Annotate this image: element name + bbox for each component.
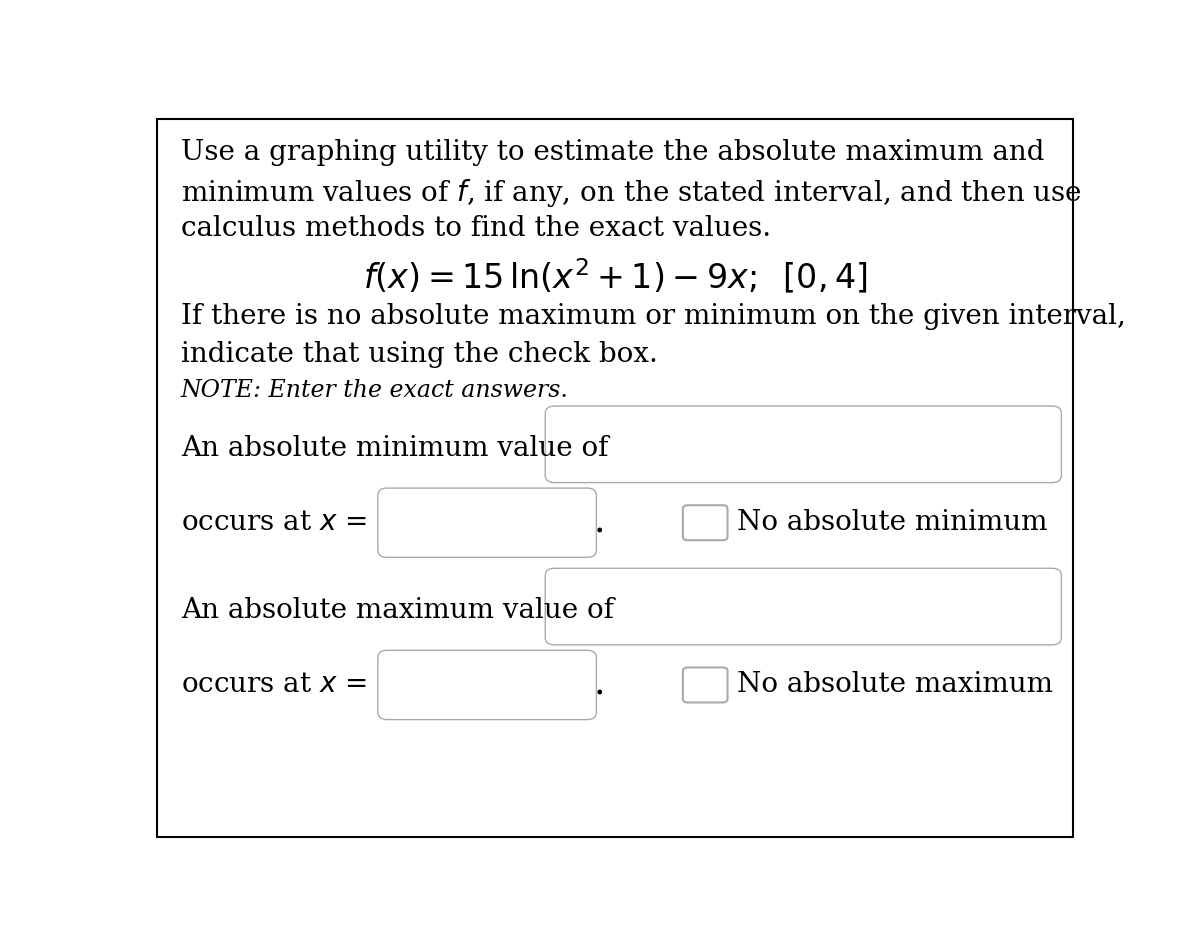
FancyBboxPatch shape [683, 668, 727, 703]
Text: An absolute maximum value of: An absolute maximum value of [181, 598, 613, 624]
Text: Use a graphing utility to estimate the absolute maximum and: Use a graphing utility to estimate the a… [181, 139, 1044, 166]
Text: No absolute maximum: No absolute maximum [737, 671, 1052, 699]
Text: If there is no absolute maximum or minimum on the given interval,: If there is no absolute maximum or minim… [181, 303, 1126, 331]
FancyBboxPatch shape [683, 505, 727, 540]
Text: NOTE: Enter the exact answers.: NOTE: Enter the exact answers. [181, 379, 569, 402]
Text: No absolute minimum: No absolute minimum [737, 509, 1048, 536]
FancyBboxPatch shape [545, 406, 1062, 483]
FancyBboxPatch shape [378, 488, 596, 558]
Text: .: . [594, 668, 605, 702]
Text: .: . [594, 506, 605, 540]
Text: minimum values of $f$, if any, on the stated interval, and then use: minimum values of $f$, if any, on the st… [181, 177, 1081, 209]
Text: occurs at $x$ =: occurs at $x$ = [181, 671, 367, 699]
FancyBboxPatch shape [157, 119, 1073, 837]
Text: calculus methods to find the exact values.: calculus methods to find the exact value… [181, 215, 770, 242]
FancyBboxPatch shape [545, 568, 1062, 645]
Text: occurs at $x$ =: occurs at $x$ = [181, 509, 367, 536]
FancyBboxPatch shape [378, 651, 596, 720]
Text: An absolute minimum value of: An absolute minimum value of [181, 436, 608, 462]
Text: indicate that using the check box.: indicate that using the check box. [181, 341, 658, 368]
Text: $f(x) = 15\,\ln(x^2+1) - 9x;\;\; [0,4]$: $f(x) = 15\,\ln(x^2+1) - 9x;\;\; [0,4]$ [362, 257, 868, 295]
